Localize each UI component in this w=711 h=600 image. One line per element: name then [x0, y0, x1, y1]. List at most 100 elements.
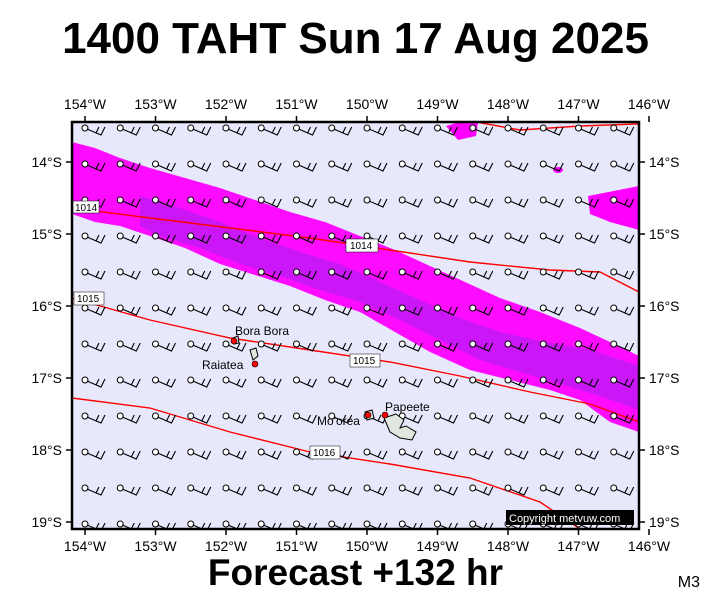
wind-barb	[610, 196, 635, 208]
wind-barb	[222, 484, 247, 496]
map-frame	[70, 120, 641, 531]
wind-barb	[398, 268, 423, 280]
wind-barb	[434, 376, 458, 388]
wind-barb	[575, 484, 599, 496]
lon-label-bottom: 153°W	[134, 538, 177, 554]
wind-barb	[363, 448, 388, 460]
wind-barb	[539, 484, 564, 496]
place-label-papeete: Papeete	[385, 400, 430, 414]
wind-barb	[610, 160, 635, 172]
wind-barb	[469, 268, 494, 280]
wind-barb	[646, 125, 669, 135]
wind-barb	[152, 412, 176, 424]
wind-barb	[539, 268, 564, 280]
wind-barb	[257, 448, 282, 460]
place-label-bora-bora: Bora Bora	[235, 324, 289, 338]
papeete-marker	[381, 411, 389, 419]
wind-barb	[398, 340, 423, 352]
wind-barb	[469, 232, 494, 244]
lon-label-bottom: 147°W	[557, 538, 600, 554]
wind-barb	[187, 484, 212, 496]
wind-barb	[363, 340, 388, 352]
wind-barb	[116, 484, 141, 496]
model-label: M3	[677, 574, 700, 591]
moorea-marker	[364, 411, 372, 419]
lat-label-right: 17°S	[649, 370, 680, 386]
wind-barb	[504, 160, 529, 172]
copyright-box	[506, 510, 634, 525]
wind-barb	[434, 196, 458, 208]
wind-barb	[398, 196, 423, 208]
svg-text:1014: 1014	[75, 203, 98, 214]
lat-label-left: 18°S	[31, 442, 62, 458]
wind-barb	[610, 376, 635, 388]
isobar-line	[475, 122, 639, 131]
wind-barb	[293, 268, 317, 280]
wind-barb	[504, 268, 529, 280]
isobar-line	[72, 207, 639, 293]
wind-barb	[434, 232, 458, 244]
isobar-line	[72, 297, 639, 423]
axis-ticks: 154°W 154°W 153°W 153°W 152°W 152°W 151°W 151°W…	[31, 96, 679, 554]
wind-barb	[575, 124, 599, 136]
wind-barb	[504, 484, 529, 496]
lon-label-top: 149°W	[416, 96, 459, 112]
wind-barb	[398, 448, 423, 460]
wind-barb	[152, 160, 176, 172]
wind-barb	[363, 268, 388, 280]
isobar-line	[72, 397, 581, 529]
wind-barb	[469, 412, 494, 424]
map-title: 1400 TAHT Sun 17 Aug 2025	[62, 14, 649, 63]
wind-barb	[152, 196, 176, 208]
wind-barb	[257, 124, 282, 136]
wind-barb	[222, 340, 247, 352]
rain-band-heavy	[140, 196, 639, 410]
wind-barb	[328, 376, 353, 388]
wind-barb	[293, 412, 317, 424]
lon-label-bottom: 148°W	[487, 538, 530, 554]
lon-label-top: 148°W	[487, 96, 530, 112]
wind-barb	[81, 304, 106, 316]
wind-barb	[293, 232, 317, 244]
wind-barb	[646, 413, 669, 423]
wind-barb	[575, 232, 599, 244]
wind-barb	[187, 268, 212, 280]
wind-barb	[610, 340, 635, 352]
rain-patch-ne	[588, 186, 639, 230]
wind-barb	[363, 160, 388, 172]
wind-barb	[575, 304, 599, 316]
place-label-moorea: Mo'orea	[317, 414, 360, 428]
wind-barb	[610, 268, 635, 280]
wind-barb	[116, 124, 141, 136]
wind-barb	[398, 160, 423, 172]
wind-barb	[504, 196, 529, 208]
wind-barb	[222, 160, 247, 172]
isobar-label-1015-b: 1015	[349, 353, 381, 368]
wind-barb	[187, 232, 212, 244]
wind-barb	[222, 268, 247, 280]
wind-barb	[469, 484, 494, 496]
wind-barb	[398, 376, 423, 388]
wind-barb	[398, 484, 423, 496]
wind-barb	[504, 304, 529, 316]
wind-barb	[328, 124, 353, 136]
wind-barb	[539, 160, 564, 172]
wind-barb	[152, 232, 176, 244]
wind-barb	[469, 304, 494, 316]
wind-barb	[152, 484, 176, 496]
wind-barb	[81, 340, 106, 352]
lon-label-bottom: 146°W	[628, 538, 671, 554]
wind-barb	[152, 268, 176, 280]
wind-barb	[539, 232, 564, 244]
wind-barb	[293, 160, 317, 172]
wind-barb	[363, 304, 388, 316]
wind-barb	[81, 412, 106, 424]
wind-barb	[328, 340, 353, 352]
wind-barb	[469, 160, 494, 172]
wind-barb	[152, 448, 176, 460]
wind-barb	[152, 124, 176, 136]
wind-barb	[293, 376, 317, 388]
wind-barb	[257, 376, 282, 388]
wind-barb	[328, 304, 353, 316]
wind-barb	[539, 376, 564, 388]
